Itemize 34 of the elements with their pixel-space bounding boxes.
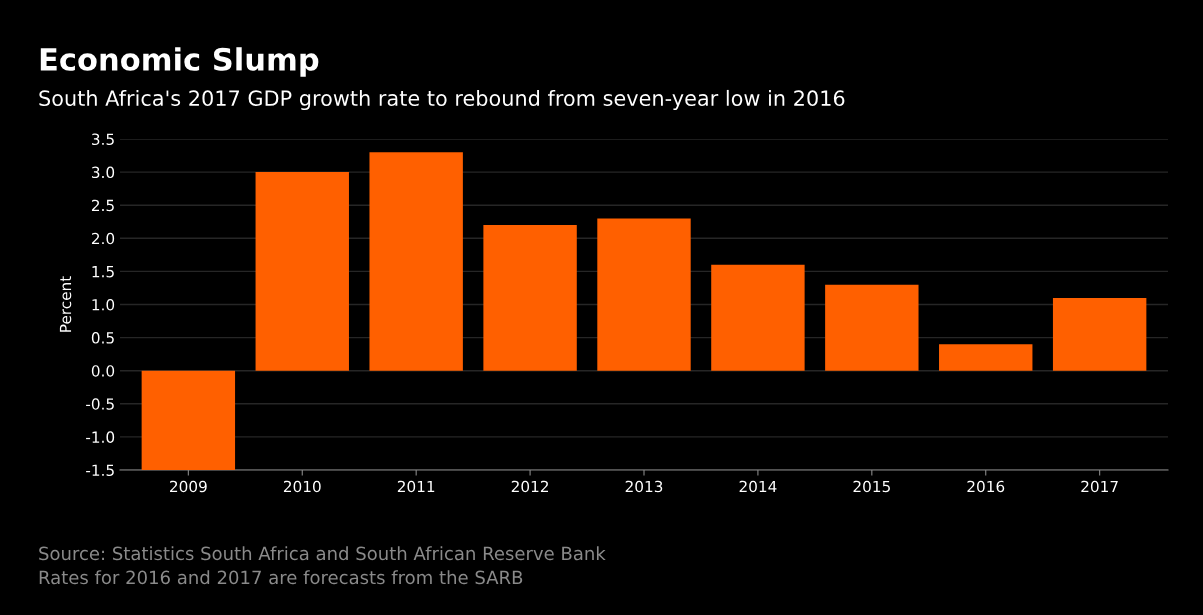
bar <box>483 225 577 371</box>
bar <box>141 370 236 470</box>
x-tick-label: 2015 <box>853 480 890 493</box>
chart-subtitle: South Africa's 2017 GDP growth rate to rebound from seven-year low in 2016 <box>39 89 845 111</box>
x-tick-label: 2016 <box>967 480 1005 493</box>
y-axis-title: Percent <box>59 276 72 332</box>
bar <box>369 152 463 371</box>
y-tick-label: 1.5 <box>92 266 114 278</box>
y-tick-label: -1.5 <box>86 464 114 477</box>
bar <box>1052 297 1147 371</box>
x-tick-label: 2013 <box>625 480 663 493</box>
x-tick-label: 2012 <box>511 480 548 493</box>
bar <box>825 284 919 371</box>
bar <box>597 218 691 371</box>
y-tick-label: 1.0 <box>92 298 115 311</box>
y-tick-label: 2.5 <box>91 199 114 212</box>
x-tick-label: 2011 <box>397 480 435 493</box>
x-tick-label: 2014 <box>739 480 777 493</box>
y-tick-label: 2.0 <box>91 232 115 245</box>
y-tick-label: 3.5 <box>92 133 114 146</box>
text: Rates for 2016 and 2017 are forecasts from the SARB <box>39 570 523 585</box>
x-tick-label: 2017 <box>1081 480 1118 493</box>
y-tick-label: -1.0 <box>86 431 115 443</box>
bar <box>711 264 805 371</box>
y-tick-label: -0.5 <box>86 398 114 410</box>
y-tick-label: 0.0 <box>91 365 115 377</box>
source-note: Source: Statistics South Africa and South African Reserve Bank <box>39 546 606 561</box>
bar <box>255 172 349 371</box>
bar <box>939 344 1033 371</box>
y-tick-label: 0.5 <box>91 332 114 344</box>
x-tick-label: 2010 <box>283 480 321 493</box>
y-tick-label: 3.0 <box>92 166 115 179</box>
x-tick-label: 2009 <box>170 480 207 493</box>
chart-title: Economic Slump <box>40 47 319 77</box>
